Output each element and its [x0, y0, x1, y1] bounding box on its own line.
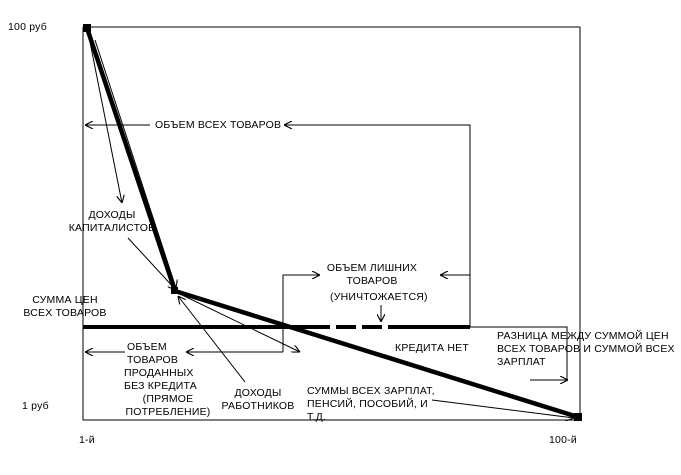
wages-arrow [431, 399, 574, 418]
direct-consumption-label: (ПРЯМОЕ ПОТРЕБЛЕНИЕ) [125, 393, 211, 419]
all-goods-bracket [286, 124, 471, 327]
excess-goods-bracket [282, 274, 320, 352]
y-axis-bottom-label: 1 руб [22, 400, 49, 412]
difference-label: РАЗНИЦА МЕЖДУ СУММОЙ ЦЕН ВСЕХ ТОВАРОВ И … [497, 330, 675, 369]
curve-end-marker [574, 413, 582, 421]
all-goods-volume-label: ОБЪЕМ ВСЕХ ТОВАРОВ [155, 119, 282, 131]
destroyed-label: (УНИЧТОЖАЕТСЯ) [330, 291, 428, 303]
curve-start-marker [83, 24, 91, 32]
credit-none-label: КРЕДИТА НЕТ [395, 342, 469, 354]
difference-bracket [470, 326, 568, 380]
capitalist-arrow-up [87, 31, 122, 203]
worker-income-label: ДОХОДЫ РАБОТНИКОВ [221, 387, 295, 413]
worker-arrow-line [179, 293, 300, 352]
sold-goods-label: ОБЪЕМ ТОВАРОВ ПРОДАННЫХ БЕЗ КРЕДИТА [124, 341, 197, 393]
all-wages-label: СУММЫ ВСЕХ ЗАРПЛАТ, ПЕНСИЙ, ПОСОБИЙ, И Т… [307, 385, 435, 424]
x-axis-left-label: 1-й [79, 434, 95, 446]
excess-goods-label: ОБЪЕМ ЛИШНИХ ТОВАРОВ [326, 262, 418, 288]
capitalist-income-label: ДОХОДЫ КАПИТАЛИСТОВ [68, 209, 156, 235]
x-axis-right-label: 100-й [549, 434, 577, 446]
sum-of-prices-label: СУММА ЦЕН ВСЕХ ТОВАРОВ [23, 294, 107, 320]
worker-arrow-knee [178, 296, 246, 383]
y-axis-top-label: 100 руб [8, 21, 47, 33]
capitalist-arrow-knee [127, 237, 176, 290]
capitalist-arrow-down [94, 39, 176, 288]
